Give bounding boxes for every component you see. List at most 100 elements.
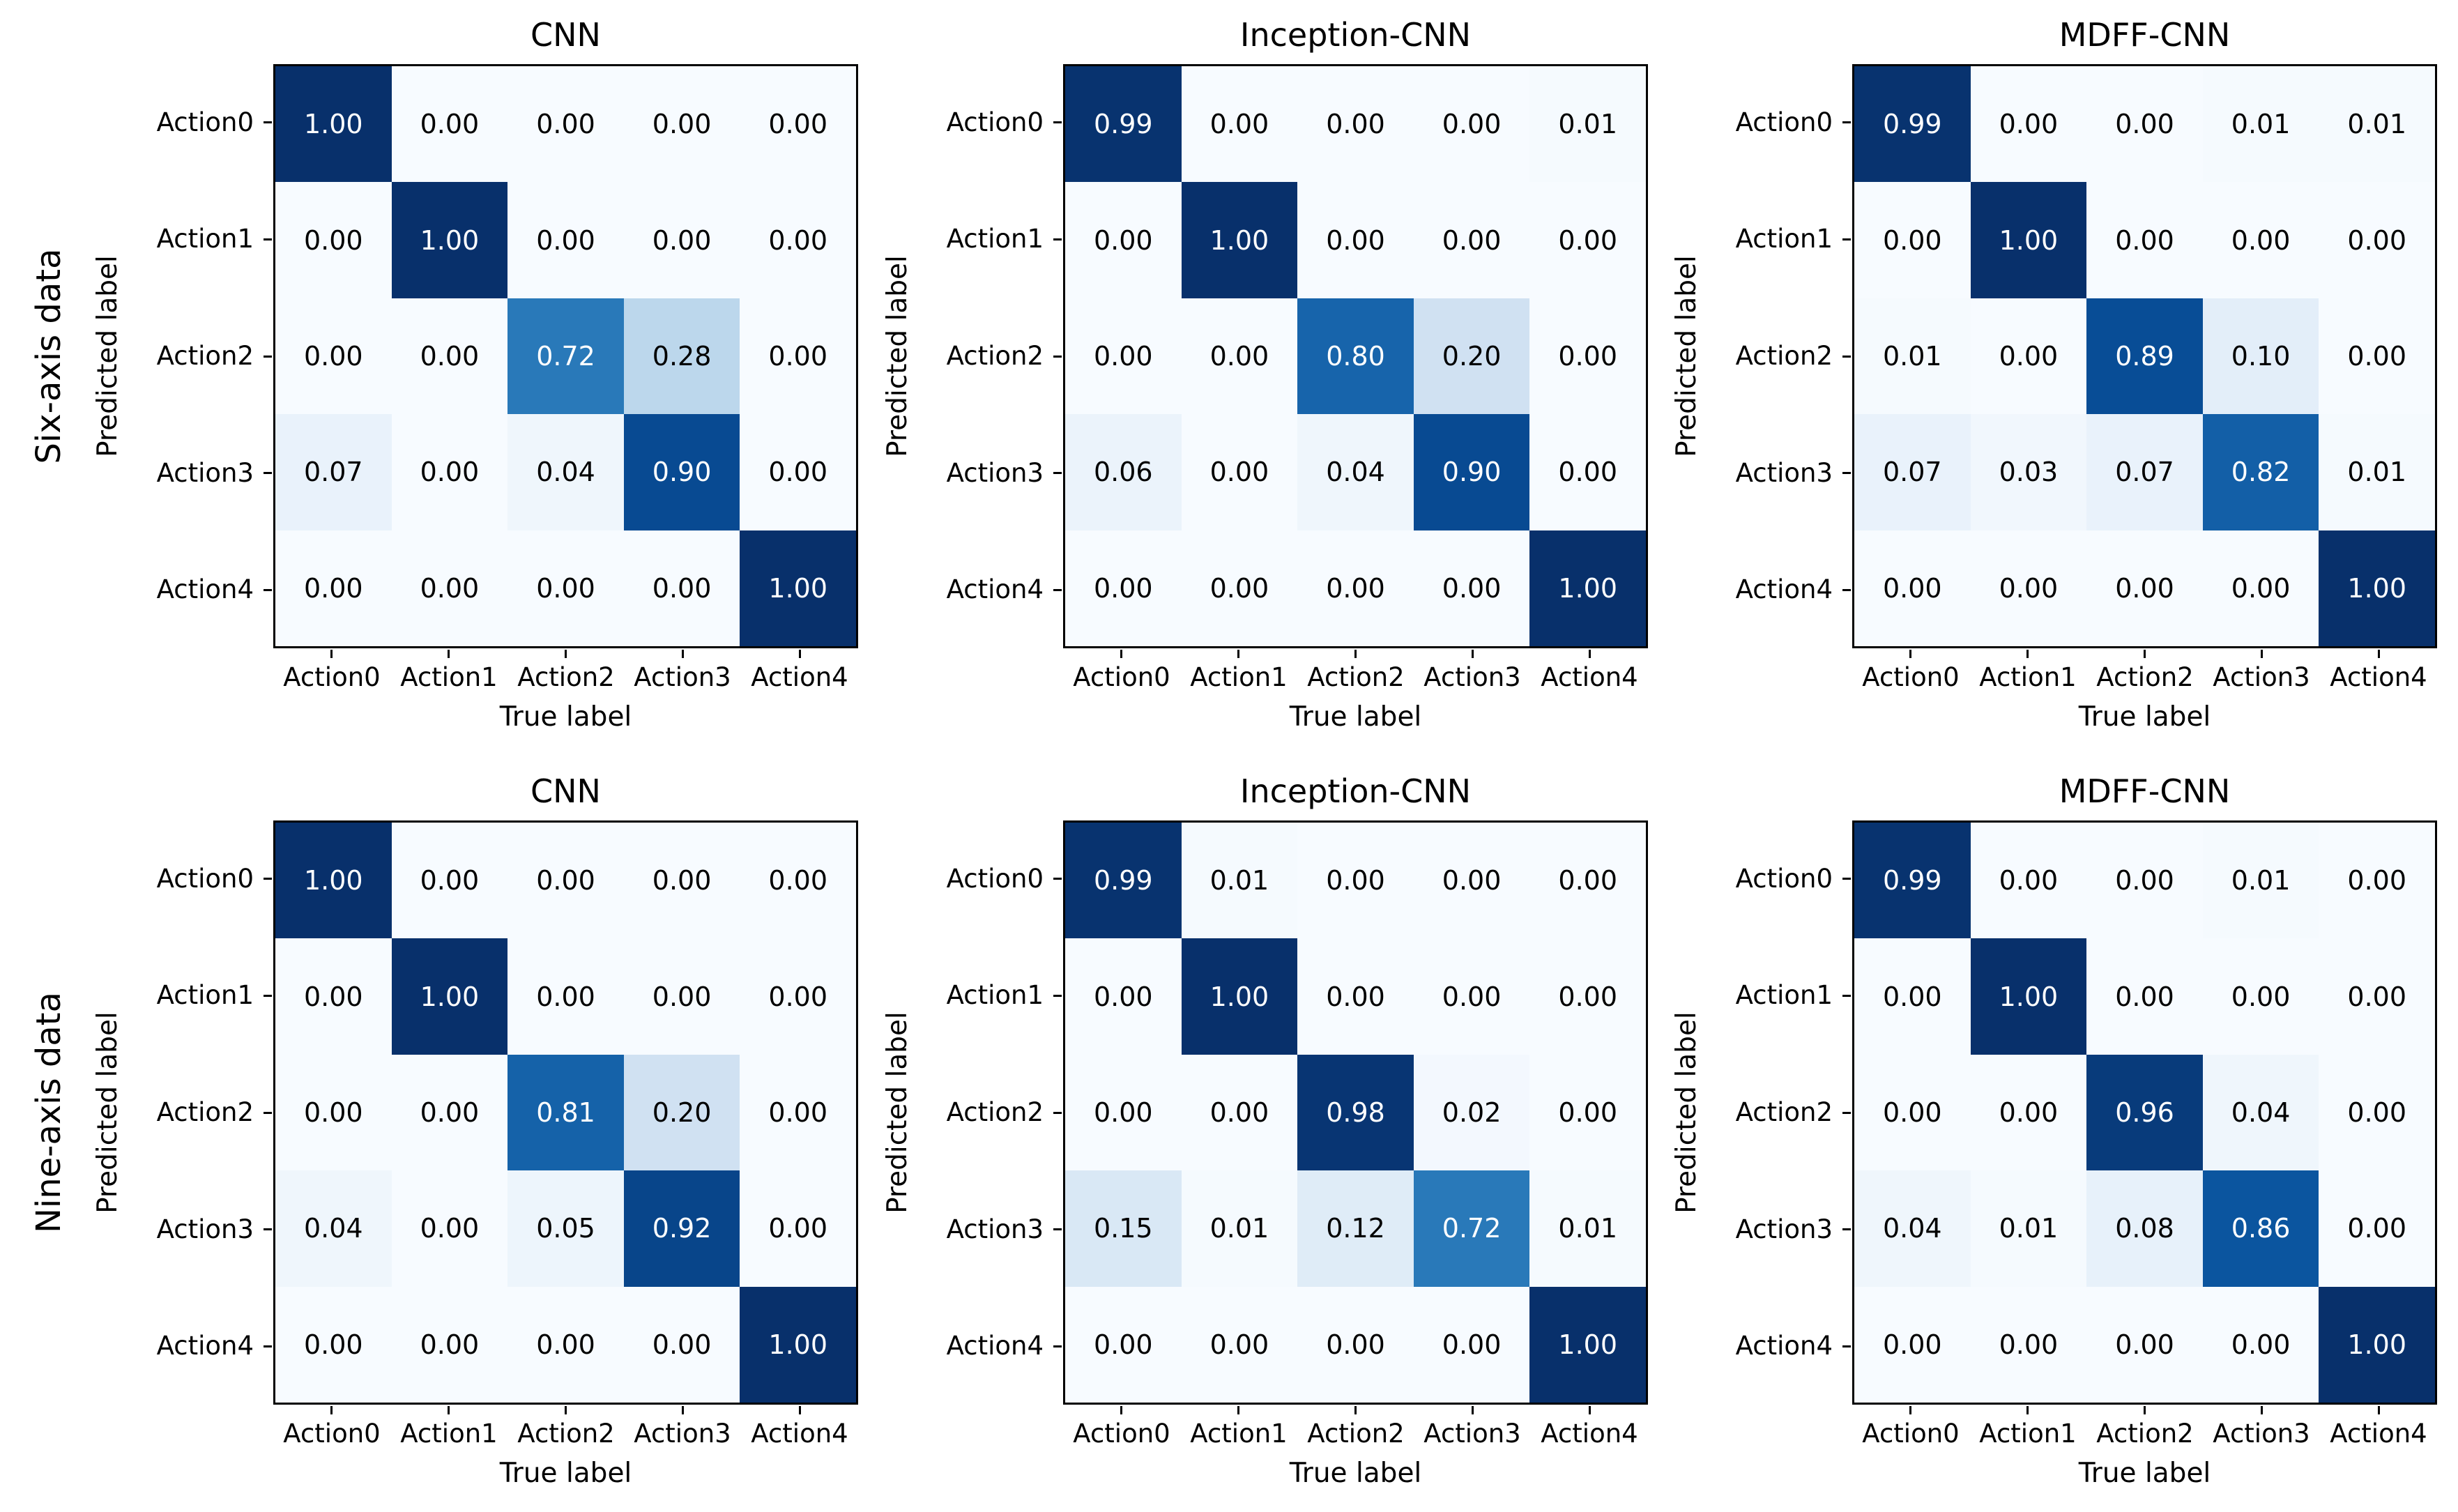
cell-value: 0.00 <box>1326 109 1385 140</box>
confusion-matrix: 0.99 0.00 0.00 0.01 0.00 0.00 1.00 0.00 0.00 0.00… <box>1852 820 2437 1405</box>
cell-value: 0.00 <box>1558 340 1617 372</box>
x-tick-label: Action0 <box>1862 662 1960 692</box>
matrix-cell: 0.00 <box>391 530 508 646</box>
x-tick-label: Action3 <box>2213 662 2310 692</box>
cell-value: 0.00 <box>1093 572 1153 604</box>
matrix-cell: 0.00 <box>275 298 392 415</box>
cell-value: 1.00 <box>1209 224 1269 256</box>
x-tick-label: Action2 <box>517 1419 615 1449</box>
x-tick-mark <box>448 1406 450 1414</box>
y-tick-mark <box>1053 472 1062 474</box>
cell-value: 0.00 <box>1326 1329 1385 1360</box>
matrix-cell: 0.00 <box>275 938 392 1055</box>
matrix-cell: 0.00 <box>1297 1286 1414 1403</box>
matrix-cell: 0.00 <box>2202 1286 2319 1403</box>
y-tick-label: Action0 <box>156 107 254 137</box>
cell-value: 0.00 <box>1558 981 1617 1012</box>
y-tick-label: Action0 <box>1735 107 1833 137</box>
x-tick-mark <box>2261 650 2263 658</box>
matrix-cell: 0.04 <box>507 414 624 530</box>
panel-title: Inception-CNN <box>1239 16 1472 54</box>
y-tick-label: Action0 <box>1735 864 1833 894</box>
matrix-cell: 0.00 <box>1065 1054 1182 1171</box>
cell-value: 0.00 <box>1558 1097 1617 1128</box>
x-tick-mark <box>1909 1406 1911 1414</box>
matrix-cell: 0.05 <box>507 1170 624 1287</box>
matrix-cell: 1.00 <box>1181 182 1298 298</box>
cell-value: 0.00 <box>652 981 712 1012</box>
matrix-cell: 0.00 <box>1181 530 1298 646</box>
matrix-cell: 0.00 <box>740 414 856 530</box>
matrix-cell: 0.00 <box>1413 66 1530 183</box>
cell-value: 0.01 <box>2231 865 2291 896</box>
matrix-cell: 1.00 <box>2319 1286 2435 1403</box>
cell-value: 0.15 <box>1093 1213 1153 1244</box>
matrix-cell: 0.00 <box>1854 530 1971 646</box>
x-tick-label: Action3 <box>634 662 731 692</box>
matrix-cell: 0.00 <box>275 1286 392 1403</box>
cell-value: 0.04 <box>2231 1097 2291 1128</box>
matrix-cell: 0.00 <box>1970 1054 2087 1171</box>
matrix-cell: 0.00 <box>623 1286 740 1403</box>
matrix-cell: 0.00 <box>623 938 740 1055</box>
matrix-cell: 0.00 <box>740 1170 856 1287</box>
cell-value: 0.00 <box>1442 981 1502 1012</box>
cell-value: 0.00 <box>1093 981 1153 1012</box>
matrix-cell: 0.00 <box>507 182 624 298</box>
matrix-cell: 0.00 <box>623 823 740 939</box>
matrix-cell: 1.00 <box>1970 182 2087 298</box>
matrix-cell: 0.00 <box>1854 938 1971 1055</box>
x-tick-mark <box>1909 650 1911 658</box>
y-axis-label: Predicted label <box>882 1011 913 1214</box>
matrix-cell: 1.00 <box>1529 1286 1646 1403</box>
matrix-cell: 0.03 <box>1970 414 2087 530</box>
x-tick-label: Action4 <box>751 1419 848 1449</box>
cell-value: 0.00 <box>1209 340 1269 372</box>
x-tick-mark <box>330 650 333 658</box>
cell-value: 1.00 <box>1999 224 2059 256</box>
confusion-matrix: 0.99 0.00 0.00 0.01 0.01 0.00 1.00 0.00 0.00 0.00… <box>1852 64 2437 648</box>
matrix-cell: 0.00 <box>1181 298 1298 415</box>
matrix-cell: 0.00 <box>1297 530 1414 646</box>
x-tick-label: Action4 <box>2330 1419 2427 1449</box>
matrix-cell: 1.00 <box>275 66 392 183</box>
cell-value: 0.00 <box>768 981 827 1012</box>
matrix-cell: 0.06 <box>1065 414 1182 530</box>
y-tick-mark <box>1053 121 1062 123</box>
matrix-cell: 1.00 <box>740 1286 856 1403</box>
cell-value: 0.00 <box>2115 1329 2174 1360</box>
y-tick-mark <box>264 1228 272 1230</box>
cell-value: 0.99 <box>1882 109 1942 140</box>
y-tick-mark <box>1842 995 1851 997</box>
cell-value: 0.99 <box>1093 865 1153 896</box>
matrix-cell: 1.00 <box>1970 938 2087 1055</box>
cell-value: 0.00 <box>2347 340 2406 372</box>
x-tick-mark <box>799 650 801 658</box>
confusion-matrix: 1.00 0.00 0.00 0.00 0.00 0.00 1.00 0.00 0.00 0.00… <box>273 820 858 1405</box>
cell-value: 0.01 <box>1209 1213 1269 1244</box>
matrix-cell: 0.72 <box>507 298 624 415</box>
x-tick-mark <box>2026 1406 2029 1414</box>
cell-value: 0.00 <box>1882 224 1942 256</box>
y-tick-mark <box>264 878 272 880</box>
cell-value: 1.00 <box>1999 981 2059 1012</box>
matrix-cell: 0.01 <box>1181 823 1298 939</box>
cell-value: 0.00 <box>768 1213 827 1244</box>
y-tick-label: Action2 <box>946 341 1044 371</box>
matrix-cell: 0.00 <box>1181 1286 1298 1403</box>
cell-value: 1.00 <box>420 981 480 1012</box>
x-tick-mark <box>1120 650 1122 658</box>
matrix-cell: 0.00 <box>2086 1286 2203 1403</box>
cell-value: 0.00 <box>1442 865 1502 896</box>
cell-value: 0.00 <box>2115 109 2174 140</box>
y-tick-label: Action2 <box>1735 1097 1833 1127</box>
y-tick-label: Action4 <box>1735 1331 1833 1361</box>
x-tick-mark <box>1120 1406 1122 1414</box>
cell-value: 0.00 <box>420 865 480 896</box>
matrix-cell: 0.00 <box>1297 938 1414 1055</box>
cell-value: 0.00 <box>420 1213 480 1244</box>
matrix-cell: 0.20 <box>1413 298 1530 415</box>
x-tick-label: Action1 <box>400 662 498 692</box>
y-tick-label: Action0 <box>946 107 1044 137</box>
cell-value: 0.00 <box>2347 1213 2406 1244</box>
